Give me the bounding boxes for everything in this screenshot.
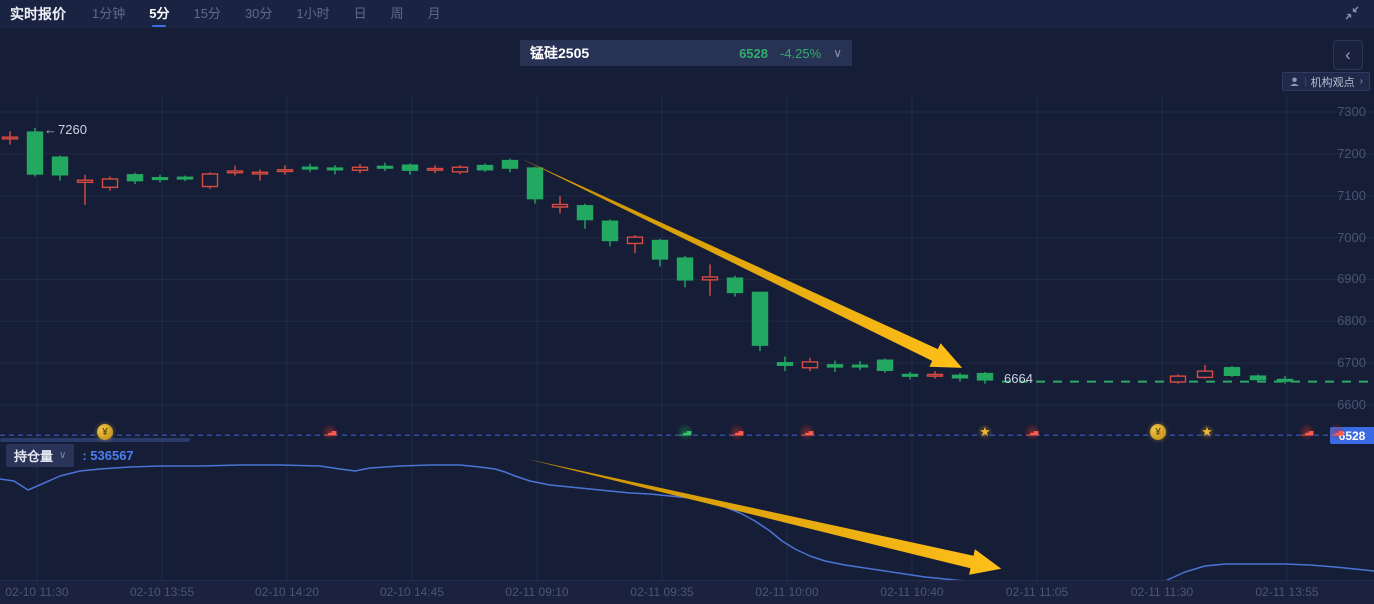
indicator-label: 持仓量	[14, 449, 54, 464]
institution-view-label: 机构观点	[1310, 76, 1355, 89]
chevron-left-icon: ‹	[1345, 45, 1351, 64]
x-axis-label: 02-11 09:10	[505, 585, 569, 599]
toolbar: 实时报价 1分钟 5分 15分 30分 1小时 日 周 月	[0, 0, 1374, 28]
tab-15分[interactable]: 15分	[193, 6, 221, 21]
arrow-left-icon: ←	[44, 122, 57, 137]
symbol-last-price: 6528	[739, 45, 768, 61]
divider	[1304, 77, 1306, 86]
coin-marker-icon[interactable]: ¥	[1150, 424, 1166, 440]
bars-red-marker-icon[interactable]: ▁▃▅	[322, 424, 338, 440]
x-axis-label: 02-10 13:55	[129, 585, 195, 599]
page-title: 实时报价	[10, 6, 66, 22]
institution-view-button[interactable]: 机构观点 ›	[1281, 72, 1370, 91]
y-axis-label: 7000	[1337, 229, 1366, 245]
x-axis-label: 02-11 09:35	[630, 585, 694, 599]
symbol-header[interactable]: 锰硅2505 6528 -4.25% ∨	[520, 40, 852, 66]
bars-red-marker-icon[interactable]: ▁▃▅	[729, 424, 745, 440]
open-interest-header: 持仓量 ∨ : 536567	[6, 444, 134, 467]
tab-1分钟[interactable]: 1分钟	[92, 6, 126, 21]
symbol-name: 锰硅2505	[530, 45, 590, 61]
panel-collapse-button[interactable]: ‹	[1333, 40, 1363, 70]
x-axis-label: 02-11 11:05	[1005, 585, 1069, 599]
star-marker-icon[interactable]: ★	[1199, 424, 1215, 440]
y-axis-label: 7200	[1337, 145, 1366, 161]
y-axis-label: 6600	[1337, 397, 1366, 413]
star-marker-icon[interactable]: ★	[977, 424, 993, 440]
x-axis-label: 02-11 10:00	[755, 585, 819, 599]
tab-日[interactable]: 日	[353, 6, 367, 21]
collapse-expand-icon[interactable]	[1344, 5, 1360, 21]
divider	[0, 580, 1374, 581]
tab-1小时[interactable]: 1小时	[296, 6, 330, 21]
chevron-down-icon[interactable]: ∨	[833, 46, 842, 60]
y-axis-label: 7100	[1337, 187, 1366, 203]
last-trade-price-label: 6664	[1004, 371, 1033, 386]
x-axis-label: 02-11 10:40	[880, 585, 944, 599]
x-axis-label: 02-10 14:45	[379, 585, 445, 599]
high-price-label: ←7260	[44, 122, 87, 137]
trend-arrow-annotation	[520, 158, 963, 368]
chevron-right-icon: ›	[1359, 76, 1363, 87]
indicator-value: : 536567	[82, 448, 134, 463]
y-axis-label: 6700	[1337, 355, 1366, 371]
y-axis-label: 6800	[1337, 313, 1366, 329]
bars-red-marker-icon[interactable]: ▁▃▅	[1299, 424, 1315, 440]
institution-logo-icon	[1289, 77, 1299, 86]
tab-周[interactable]: 周	[390, 6, 404, 21]
chevron-down-icon: ∨	[59, 450, 67, 461]
bars-red-marker-icon[interactable]: ▁▃▅	[1024, 424, 1040, 440]
y-axis-label: 6900	[1337, 271, 1366, 287]
x-axis-label: 02-11 11:30	[1130, 585, 1194, 599]
tab-5分[interactable]: 5分	[149, 0, 169, 28]
interval-tabs: 1分钟 5分 15分 30分 1小时 日 周 月	[92, 0, 441, 28]
coin-marker-icon[interactable]: ¥	[97, 424, 113, 440]
x-axis-label: 02-10 11:30	[5, 585, 69, 599]
bars-red-marker-icon[interactable]: ▁▃▅	[799, 424, 815, 440]
x-axis-strip	[0, 581, 1374, 604]
indicator-selector[interactable]: 持仓量 ∨	[6, 444, 75, 467]
y-axis-label: 7300	[1337, 104, 1366, 119]
symbol-change-pct: -4.25%	[780, 45, 822, 61]
trend-arrow-annotation	[527, 459, 1002, 575]
x-axis-label: 02-11 13:55	[1255, 585, 1319, 599]
tab-30分[interactable]: 30分	[244, 6, 273, 21]
bars-red-marker-icon[interactable]: ▁▃▅	[1329, 424, 1345, 440]
x-axis-label: 02-10 14:20	[254, 585, 320, 599]
tab-月[interactable]: 月	[427, 6, 441, 21]
bars-green-marker-icon[interactable]: ▁▃▅	[677, 424, 693, 440]
scrollbar-thumb[interactable]	[0, 438, 190, 442]
